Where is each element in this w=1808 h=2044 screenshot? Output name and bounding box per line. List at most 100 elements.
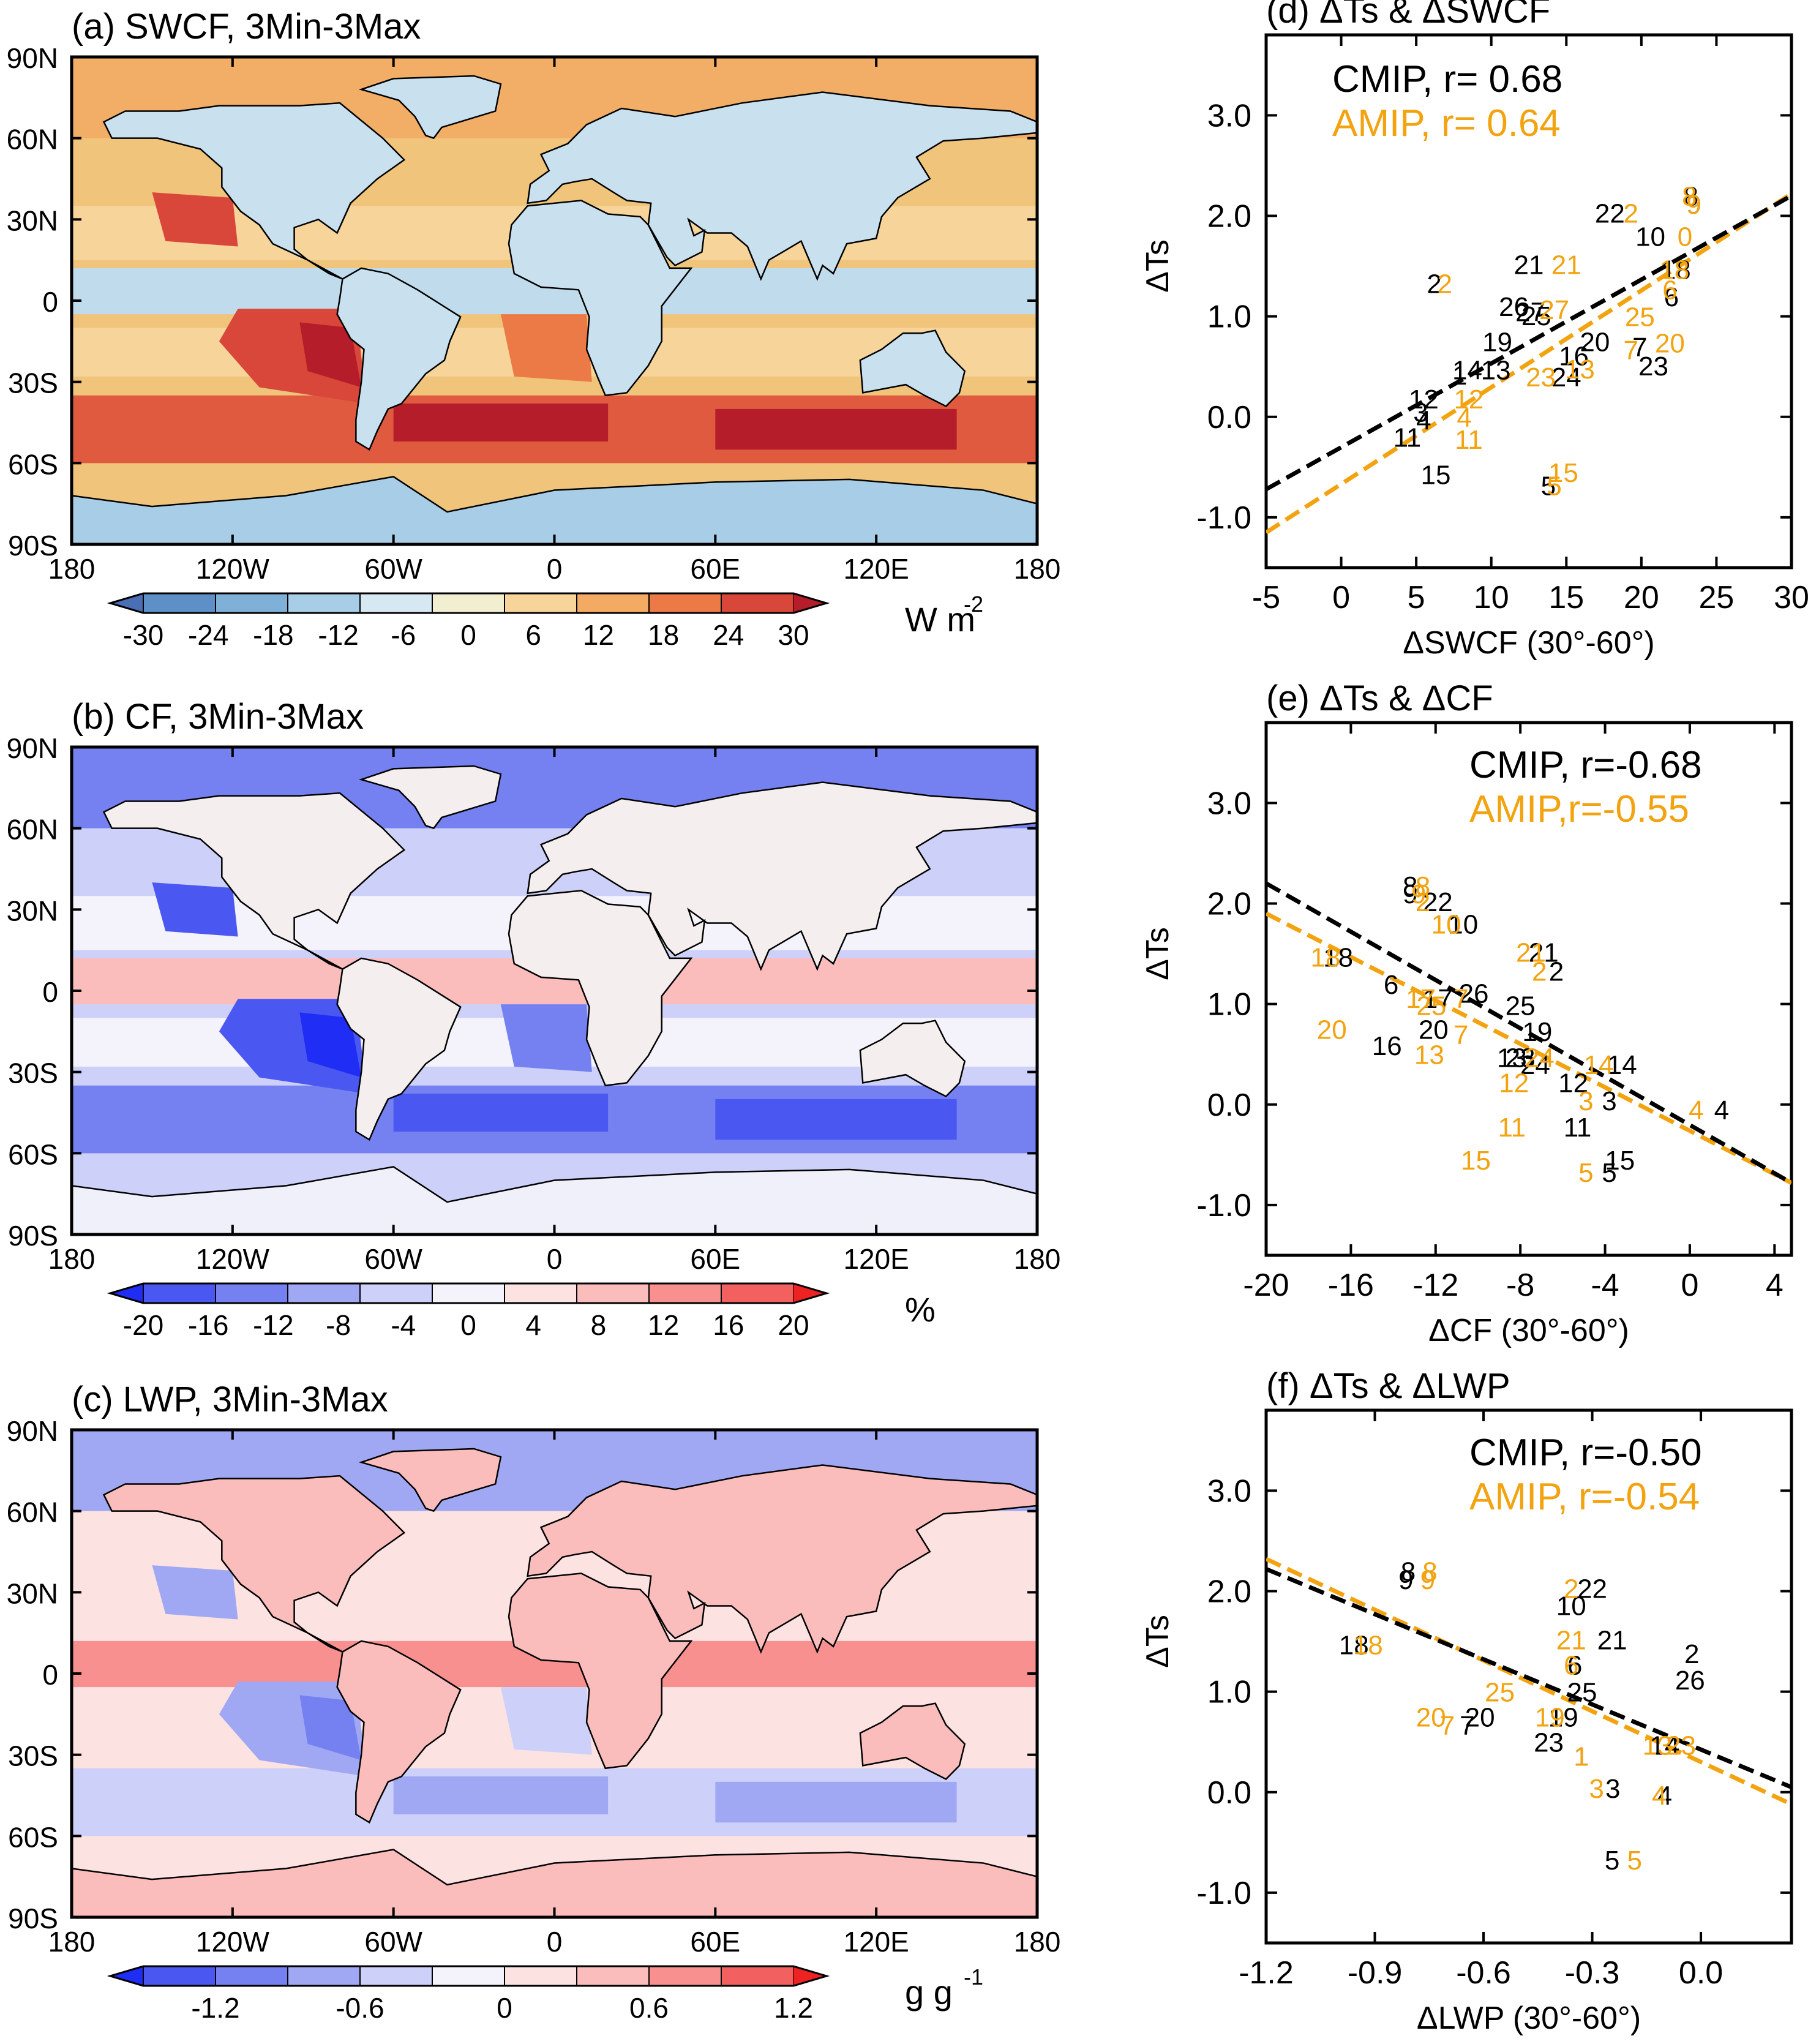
map-land-north-america xyxy=(103,103,405,279)
map-lon-label: 60W xyxy=(364,553,422,585)
data-point-label: 15 xyxy=(1548,458,1578,488)
data-point-label: 21 xyxy=(1514,250,1544,280)
chart-title: (e) ΔTs & ΔCF xyxy=(1266,678,1493,718)
data-point-label: 7 xyxy=(1460,1711,1474,1741)
data-point-label: 7 xyxy=(1623,336,1638,366)
map-lon-label: 120W xyxy=(196,1926,270,1958)
y-tick-label: -1.0 xyxy=(1196,1876,1251,1911)
x-tick-label: 0 xyxy=(1681,1268,1698,1303)
map-land-eurasia xyxy=(527,92,1037,279)
legend-entry-amip: AMIP, r=-0.54 xyxy=(1469,1476,1700,1518)
data-point-label: 7 xyxy=(1440,1711,1455,1741)
coastline-eurasia xyxy=(527,1464,1037,1654)
map-lat-label: 30N xyxy=(7,205,58,236)
y-tick-label: 2.0 xyxy=(1207,1574,1251,1609)
map-tropics xyxy=(72,1640,1037,1688)
data-point-label: 25 xyxy=(1521,301,1551,331)
map-land-south-america xyxy=(337,958,461,1140)
legend-entry-cmip: CMIP, r=-0.68 xyxy=(1469,744,1702,786)
map-southern-core-atl xyxy=(393,1776,609,1814)
map-field-1 xyxy=(72,747,1037,1234)
data-point-label: 6 xyxy=(1384,970,1398,1000)
colorbar-right-arrow xyxy=(793,593,827,613)
data-point-label: 26 xyxy=(1459,979,1489,1009)
map-east-pacific-core xyxy=(299,1012,362,1078)
legend-entry-cmip: CMIP, r=-0.50 xyxy=(1469,1432,1702,1474)
map-lon-label: 120E xyxy=(843,1243,909,1275)
colorbar-unit-exponent: -1 xyxy=(964,1964,983,1990)
map-ne-pacific xyxy=(152,882,238,937)
data-point-label: 20 xyxy=(1317,1015,1347,1045)
y-tick-label: 1.0 xyxy=(1207,299,1251,335)
colorbar-swatch xyxy=(432,1966,505,1986)
coastline-africa xyxy=(508,1572,693,1770)
x-tick-label: 5 xyxy=(1408,580,1425,615)
map-land-australia xyxy=(860,1703,965,1779)
data-point-label: 10 xyxy=(1448,909,1478,939)
colorbar-label: -12 xyxy=(253,1309,293,1341)
legend-entry-amip: AMIP, r= 0.64 xyxy=(1332,102,1561,145)
map-southern-core xyxy=(715,408,957,450)
data-point-label: 24 xyxy=(1520,1050,1550,1080)
data-point-label: 17 xyxy=(1423,984,1453,1014)
map-field-2 xyxy=(72,1430,1037,1917)
data-point-label: 0 xyxy=(1678,222,1692,252)
colorbar-swatch xyxy=(648,1283,722,1304)
colorbar-label: 1.2 xyxy=(774,1992,813,2024)
data-point-label: 10 xyxy=(1431,909,1461,939)
data-point-label: 2 xyxy=(1532,956,1547,986)
map-land-greenland xyxy=(361,75,501,138)
scatter-panel-0: (d) ΔTs & ΔSWCF-5 0 5 10 15 20 25 30-1.00.01.02… xyxy=(1140,0,1808,661)
x-tick-label: 10 xyxy=(1474,580,1509,615)
legend-entry-cmip: CMIP, r= 0.68 xyxy=(1332,58,1562,100)
data-point-label: 13 xyxy=(1565,355,1595,385)
data-point-label: 16 xyxy=(1559,342,1589,372)
data-point-label: 25 xyxy=(1567,1678,1597,1708)
data-point-label: 18 xyxy=(1310,942,1340,972)
plot-frame xyxy=(1264,33,1793,569)
fit-line-amip xyxy=(1266,911,1791,1185)
y-tick-label: 1.0 xyxy=(1207,1675,1251,1710)
x-tick-label: -4 xyxy=(1591,1268,1619,1303)
map-land-africa xyxy=(509,890,691,1086)
coastline-south-america xyxy=(336,1640,462,1824)
data-point-label: 22 xyxy=(1423,887,1453,917)
data-point-label: 4 xyxy=(1416,406,1431,436)
y-tick-label: -1.0 xyxy=(1196,1188,1251,1223)
colorbar-label: 18 xyxy=(648,619,679,651)
colorbar-label: 4 xyxy=(525,1309,541,1341)
data-point-label: 9 xyxy=(1420,1565,1435,1595)
x-tick-label: -8 xyxy=(1506,1268,1534,1303)
colorbar-label: -4 xyxy=(391,1309,416,1341)
map-lat-label: 0 xyxy=(42,1659,58,1691)
map-field-0 xyxy=(72,57,1037,544)
colorbar-swatch xyxy=(287,1283,361,1304)
coastline-greenland xyxy=(358,75,502,140)
fit-line-cmip xyxy=(1266,881,1791,1185)
x-tick-label: -0.6 xyxy=(1456,1955,1511,1991)
map-lon-label: 180 xyxy=(1014,1243,1061,1275)
colorbar-label: -1.2 xyxy=(191,1992,239,2024)
colorbar-label: -30 xyxy=(123,619,163,651)
data-point-label: 18 xyxy=(1661,255,1691,285)
y-tick-label: 0.0 xyxy=(1207,1088,1251,1123)
map-antarctica xyxy=(72,1167,1037,1234)
data-point-label: 4 xyxy=(1657,1781,1672,1811)
plot-frame xyxy=(1264,721,1793,1257)
data-point-label: 1 xyxy=(1574,1742,1589,1772)
coastline-north-america xyxy=(102,1475,406,1653)
map-land-australia xyxy=(860,1020,965,1097)
data-point-label: 21 xyxy=(1529,937,1559,968)
data-point-label: 21 xyxy=(1556,1625,1586,1655)
data-point-label: 25 xyxy=(1506,991,1536,1021)
coastline-antarctica xyxy=(72,476,1037,544)
x-tick-label: 0 xyxy=(1332,580,1350,615)
coastline-south-america xyxy=(336,267,462,451)
map-tropics xyxy=(72,958,1037,1005)
legend-entry-amip: AMIP,r=-0.55 xyxy=(1469,788,1689,830)
data-point-label: 13 xyxy=(1481,356,1511,386)
data-point-label: 4 xyxy=(1689,1095,1703,1125)
